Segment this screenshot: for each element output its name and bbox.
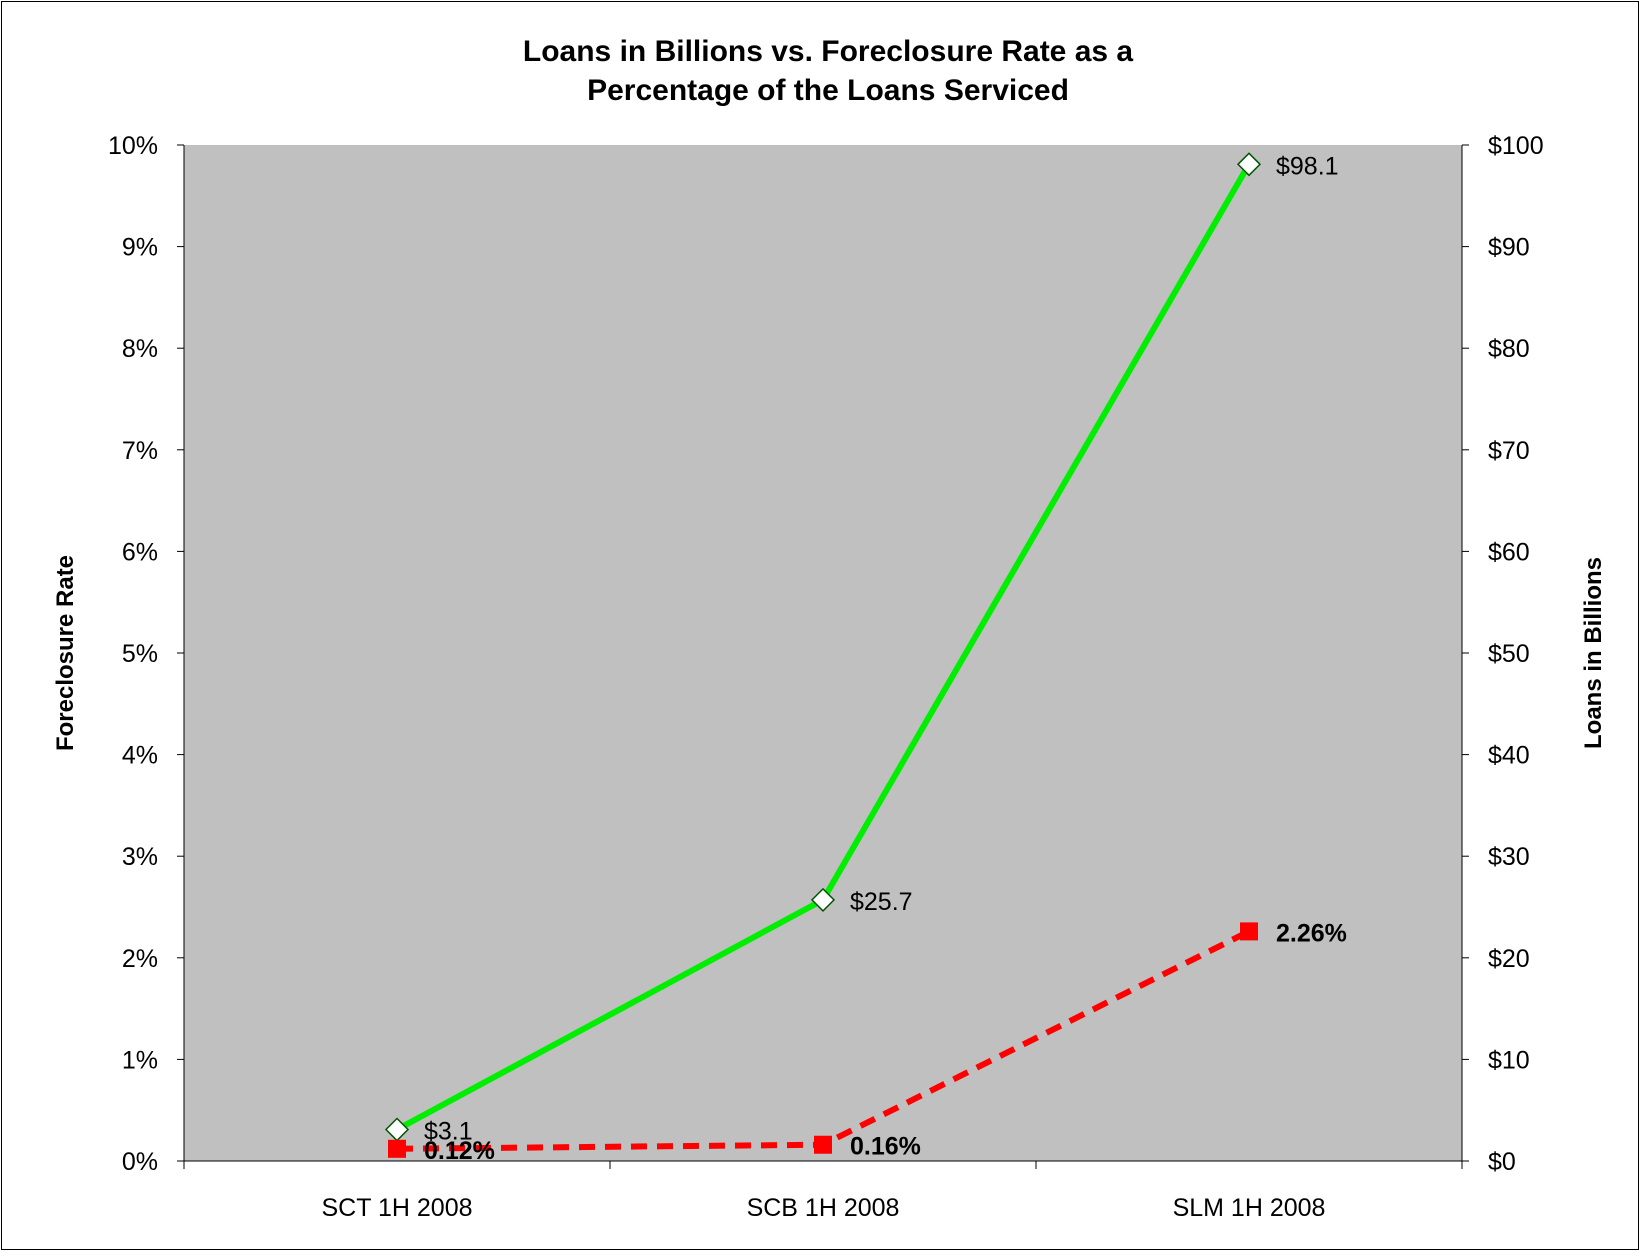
y-tick-label: 0% xyxy=(122,1148,158,1176)
y2-tick-label: $80 xyxy=(1488,335,1530,363)
y-tick-label: 1% xyxy=(122,1046,158,1074)
x-tick-label: SCT 1H 2008 xyxy=(321,1194,472,1222)
y2-tick-label: $50 xyxy=(1488,640,1530,668)
y-tick-label: 10% xyxy=(108,132,158,160)
series-0-data-label: $3.1 xyxy=(424,1118,473,1146)
y-tick-label: 7% xyxy=(122,437,158,465)
y-tick-label: 2% xyxy=(122,945,158,973)
y-tick-label: 8% xyxy=(122,335,158,363)
y-axis-label: Foreclosure Rate xyxy=(52,555,79,751)
x-tick-label: SLM 1H 2008 xyxy=(1173,1194,1326,1222)
y2-tick-label: $100 xyxy=(1488,132,1544,160)
series-1-data-label: 0.16% xyxy=(850,1133,921,1161)
y2-tick-label: $20 xyxy=(1488,945,1530,973)
y2-axis-label: Loans in Billions xyxy=(1580,557,1607,749)
series-0-data-label: $25.7 xyxy=(850,888,913,916)
series-1-square-marker xyxy=(1240,922,1258,941)
y2-tick-label: $90 xyxy=(1488,234,1530,262)
series-0-diamond-marker xyxy=(810,887,836,912)
y-tick-label: 9% xyxy=(122,234,158,262)
chart-title-line-2: Percentage of the Loans Serviced xyxy=(587,74,1069,107)
y2-tick-label: $0 xyxy=(1488,1148,1516,1176)
y-tick-label: 6% xyxy=(122,538,158,566)
plot-area xyxy=(184,145,1462,1161)
series-1-square-marker xyxy=(388,1139,406,1158)
series-1-square-marker xyxy=(814,1135,832,1154)
y2-tick-label: $70 xyxy=(1488,437,1530,465)
y-tick-label: 3% xyxy=(122,843,158,871)
x-tick-label: SCB 1H 2008 xyxy=(747,1194,900,1222)
y2-tick-label: $60 xyxy=(1488,538,1530,566)
y2-tick-label: $40 xyxy=(1488,742,1530,770)
series-1-data-label: 2.26% xyxy=(1276,919,1347,947)
series-0-diamond-marker xyxy=(1236,152,1262,177)
y-tick-label: 5% xyxy=(122,640,158,668)
y2-tick-label: $30 xyxy=(1488,843,1530,871)
axes-layer: 0% 1% 2% 3% 4% 5% 6% 7% 8% 9% 10% $0 $10 $20 $30 $40 $50… xyxy=(108,132,1544,1222)
series-layer xyxy=(384,152,1262,1158)
series-1-data-label: 0.12% xyxy=(424,1137,495,1165)
series-0-data-label: $98.1 xyxy=(1276,152,1339,180)
chart-title-line-1: Loans in Billions vs. Foreclosure Rate a… xyxy=(523,35,1134,68)
y2-tick-label: $10 xyxy=(1488,1046,1530,1074)
y-tick-label: 4% xyxy=(122,742,158,770)
labels-layer: $3.1 $25.7 $98.1 0.12% 0.16% 2.26% xyxy=(424,152,1347,1165)
